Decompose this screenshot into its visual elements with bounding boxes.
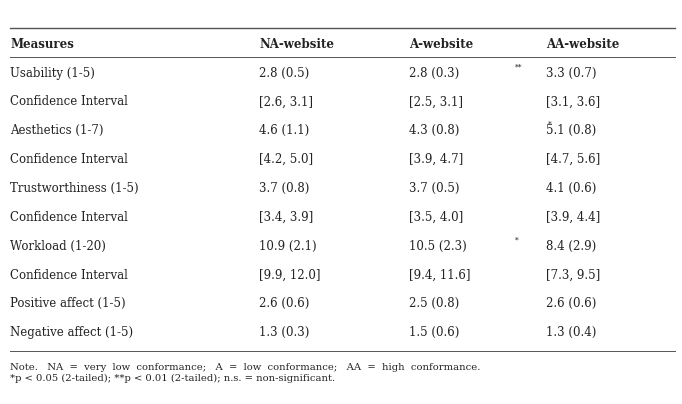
Text: 2.8 (0.5): 2.8 (0.5)	[259, 67, 310, 80]
Text: [7.3, 9.5]: [7.3, 9.5]	[546, 269, 600, 282]
Text: Measures: Measures	[10, 38, 74, 50]
Text: [4.2, 5.0]: [4.2, 5.0]	[259, 153, 313, 166]
Text: 1.5 (0.6): 1.5 (0.6)	[409, 326, 460, 339]
Text: Workload (1-20): Workload (1-20)	[10, 240, 106, 252]
Text: Negative affect (1-5): Negative affect (1-5)	[10, 326, 134, 339]
Text: [3.5, 4.0]: [3.5, 4.0]	[409, 211, 464, 224]
Text: *p < 0.05 (2-tailed); **p < 0.01 (2-tailed); n.s. = non-significant.: *p < 0.05 (2-tailed); **p < 0.01 (2-tail…	[10, 374, 336, 383]
Text: Trustworthiness (1-5): Trustworthiness (1-5)	[10, 182, 139, 195]
Text: 4.1 (0.6): 4.1 (0.6)	[546, 182, 596, 195]
Text: [3.9, 4.4]: [3.9, 4.4]	[546, 211, 600, 224]
Text: [3.4, 3.9]: [3.4, 3.9]	[259, 211, 314, 224]
Text: Usability (1-5): Usability (1-5)	[10, 67, 95, 80]
Text: **: **	[514, 63, 522, 71]
Text: Confidence Interval: Confidence Interval	[10, 153, 128, 166]
Text: 4.6 (1.1): 4.6 (1.1)	[259, 124, 310, 137]
Text: *: *	[514, 236, 518, 244]
Text: Negative affect (1-5): Negative affect (1-5)	[10, 326, 134, 339]
Text: 2.8 (0.3): 2.8 (0.3)	[409, 67, 460, 80]
Text: [4.7, 5.6]: [4.7, 5.6]	[546, 153, 600, 166]
Text: [9.4, 11.6]: [9.4, 11.6]	[409, 269, 471, 282]
Text: Note.   NA  =  very  low  conformance;   A  =  low  conformance;   AA  =  high  : Note. NA = very low conformance; A = low…	[10, 363, 481, 372]
Text: NA-website: NA-website	[259, 38, 334, 50]
Text: Workload (1-20): Workload (1-20)	[10, 240, 106, 252]
Text: 10.9 (2.1): 10.9 (2.1)	[259, 240, 316, 252]
Text: *: *	[548, 121, 552, 129]
Text: 2.5 (0.8): 2.5 (0.8)	[409, 297, 460, 310]
Text: 3.7 (0.8): 3.7 (0.8)	[259, 182, 310, 195]
Text: Confidence Interval: Confidence Interval	[10, 269, 128, 282]
Text: 3.7 (0.5): 3.7 (0.5)	[409, 182, 460, 195]
Text: A-website: A-website	[409, 38, 473, 50]
Text: [2.6, 3.1]: [2.6, 3.1]	[259, 95, 313, 108]
Text: AA-website: AA-website	[546, 38, 619, 50]
Text: Trustworthiness (1-5): Trustworthiness (1-5)	[10, 182, 139, 195]
Text: [9.9, 12.0]: [9.9, 12.0]	[259, 269, 321, 282]
Text: 10.5 (2.3): 10.5 (2.3)	[409, 240, 467, 252]
Text: [3.9, 4.7]: [3.9, 4.7]	[409, 153, 464, 166]
Text: [2.5, 3.1]: [2.5, 3.1]	[409, 95, 463, 108]
Text: 2.6 (0.6): 2.6 (0.6)	[259, 297, 310, 310]
Text: Confidence Interval: Confidence Interval	[10, 95, 128, 108]
Text: 2.6 (0.6): 2.6 (0.6)	[546, 297, 596, 310]
Text: [3.1, 3.6]: [3.1, 3.6]	[546, 95, 599, 108]
Text: 3.3 (0.7): 3.3 (0.7)	[546, 67, 596, 80]
Text: 5.1 (0.8): 5.1 (0.8)	[546, 124, 596, 137]
Text: 4.3 (0.8): 4.3 (0.8)	[409, 124, 460, 137]
Text: 1.3 (0.4): 1.3 (0.4)	[546, 326, 596, 339]
Text: Confidence Interval: Confidence Interval	[10, 211, 128, 224]
Text: Aesthetics (1-7): Aesthetics (1-7)	[10, 124, 104, 137]
Text: 1.3 (0.3): 1.3 (0.3)	[259, 326, 310, 339]
Text: Positive affect (1-5): Positive affect (1-5)	[10, 297, 126, 310]
Text: 8.4 (2.9): 8.4 (2.9)	[546, 240, 596, 252]
Text: Positive affect (1-5): Positive affect (1-5)	[10, 297, 126, 310]
Text: Usability (1-5): Usability (1-5)	[10, 67, 95, 80]
Text: Aesthetics (1-7): Aesthetics (1-7)	[10, 124, 104, 137]
